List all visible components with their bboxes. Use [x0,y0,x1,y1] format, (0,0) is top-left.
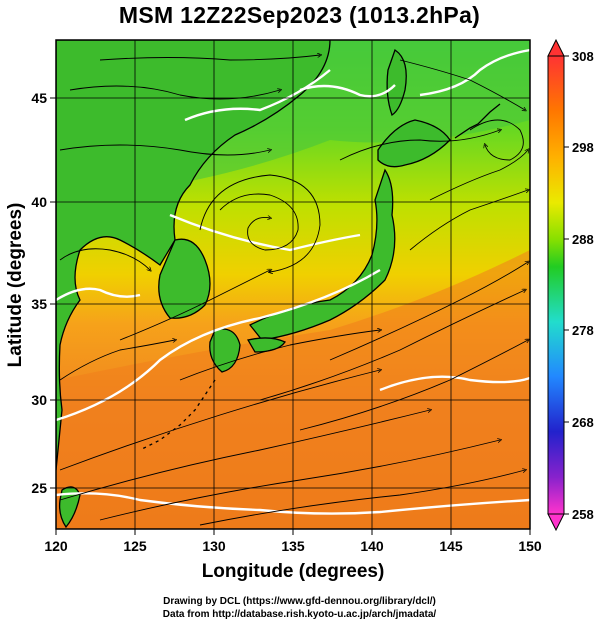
streamline [59,410,430,501]
colorbar-top-arrow [547,38,565,57]
grid-lines [56,40,530,529]
x-tick-label: 135 [281,538,305,554]
map-title: MSM 12Z22Sep2023 (1013.2hPa) [118,2,481,28]
colorbar-tick-label: 258 [572,507,594,522]
taiwan-island [58,486,81,529]
contour-line [56,268,381,422]
streamline [99,55,320,61]
contour-line [169,213,361,252]
y-tick-label: 30 [31,392,47,408]
streamline [59,340,175,381]
contour-line [379,375,530,392]
colorbar-tick-label: 278 [572,323,594,338]
credit-data-source: Data from http://database.rish.kyoto-u.a… [162,609,437,620]
kuril-islands [454,103,501,139]
y-tick-label: 45 [31,90,47,106]
streamline [119,270,270,341]
x-tick-label: 140 [360,538,384,554]
x-tick-label: 150 [518,538,542,554]
colorbar-tick-label: 288 [572,232,594,247]
streamline [339,130,500,161]
colorbar-tick-label: 298 [572,140,594,155]
streamline [429,150,528,201]
colorbar-tick-label: 308 [572,49,594,64]
x-tick-label: 125 [123,538,147,554]
contour-line [299,84,396,98]
asia-mainland [56,40,331,471]
ryukyu-islands [139,379,216,451]
sakhalin-island [386,48,407,116]
contour-line [56,492,530,515]
streamline [69,85,280,100]
y-tick-label: 40 [31,194,47,210]
y-tick-labels: 25 30 35 40 45 [31,90,47,496]
y-axis-title: Latitude (degrees) [5,203,26,368]
x-tick-label: 120 [44,538,68,554]
colorbar-tick-label: 268 [572,415,594,430]
streamline [199,470,525,526]
streamline [59,248,150,270]
streamline [199,174,321,272]
hokkaido-island [377,119,451,168]
streamline [399,59,525,110]
landmass-group [56,40,501,529]
streamline [179,330,380,381]
plot-area [56,40,530,529]
y-tick-marks [50,97,56,489]
x-tick-labels: 120 125 130 135 140 145 150 [44,538,542,554]
streamline [99,440,500,521]
y-tick-label: 35 [31,296,47,312]
x-tick-label: 130 [202,538,226,554]
x-axis-title: Longitude (degrees) [202,561,385,582]
colorbar-scale [547,55,565,515]
contour-line [419,48,530,97]
streamline [409,190,528,251]
streamline [219,193,299,251]
streamline [469,119,524,161]
honshu-island [248,168,396,341]
streamline [59,144,270,156]
x-tick-label: 145 [439,538,463,554]
streamlines [59,55,528,526]
streamline [329,262,528,361]
streamline [259,290,525,401]
streamline [299,340,528,431]
credit-drawing: Drawing by DCL (https://www.gfd-dennou.o… [163,596,436,607]
colorbar: 308 298 288 278 268 258 [547,38,594,532]
contour-lines [56,48,530,515]
streamline [59,370,380,471]
contour-line [184,69,331,122]
colorbar-bottom-arrow [547,513,565,532]
korean-peninsula [158,238,211,319]
x-tick-marks [55,529,531,535]
contour-line [56,287,141,302]
y-tick-label: 25 [31,480,47,496]
